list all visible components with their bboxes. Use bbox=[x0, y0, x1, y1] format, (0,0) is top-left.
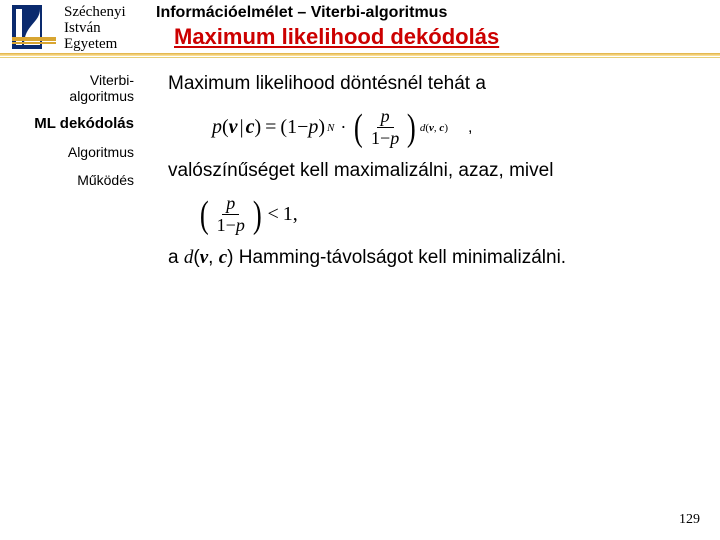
sidebar-item-label: Algoritmus bbox=[68, 144, 134, 160]
course-title: Információelmélet – Viterbi-algoritmus bbox=[156, 4, 720, 22]
p3-pre: a bbox=[168, 247, 184, 268]
f2-frac: p 1−p bbox=[213, 193, 249, 236]
header-rule bbox=[0, 53, 720, 56]
f1-dot: · bbox=[334, 117, 352, 138]
sidebar-item-mukodes[interactable]: Működés bbox=[0, 166, 150, 194]
p3-comma: , bbox=[208, 247, 219, 268]
f1-frac-den-p: p bbox=[390, 128, 399, 148]
f1-c: c bbox=[246, 116, 255, 139]
page-number: 129 bbox=[679, 512, 700, 528]
sidebar-item-label: algoritmus bbox=[69, 88, 134, 104]
f1-t1o: ( bbox=[280, 116, 287, 139]
paragraph-1: Maximum likelihood döntésnél tehát a bbox=[168, 72, 688, 96]
sidebar-item-label: Viterbi- bbox=[90, 72, 134, 88]
f1-frac: p 1−p bbox=[367, 106, 403, 149]
p3-d: d bbox=[184, 247, 194, 268]
p3-close: ) bbox=[227, 247, 233, 268]
university-name-line2: István bbox=[64, 20, 156, 36]
f2-den-pre: 1− bbox=[217, 215, 236, 235]
f1-expN: N bbox=[327, 122, 334, 134]
header: Széchenyi István Egyetem Információelmél… bbox=[0, 0, 720, 52]
sidebar-item-ml-dekodolas[interactable]: ML dekódolás bbox=[0, 110, 150, 138]
f1-v: v bbox=[229, 116, 238, 139]
university-name-line1: Széchenyi bbox=[64, 4, 156, 20]
sidebar-item-viterbi[interactable]: Viterbi- algoritmus bbox=[0, 66, 150, 110]
f1-exp2: d(v, c) bbox=[418, 122, 448, 134]
header-rule-thin bbox=[0, 57, 720, 58]
sidebar-item-label: Működés bbox=[77, 172, 134, 188]
main-content: Maximum likelihood döntésnél tehát a p (… bbox=[168, 72, 688, 280]
sidebar: Viterbi- algoritmus ML dekódolás Algorit… bbox=[0, 66, 150, 194]
university-name-line3: Egyetem bbox=[64, 36, 156, 52]
f1-t1p: p bbox=[308, 116, 318, 139]
university-name: Széchenyi István Egyetem bbox=[64, 0, 156, 52]
university-logo-icon bbox=[10, 3, 58, 51]
p3-c: c bbox=[219, 247, 227, 268]
f2-num: p bbox=[222, 193, 239, 215]
f1-p: p bbox=[212, 116, 222, 139]
p3-v: v bbox=[200, 247, 208, 268]
f1-t1c: ) bbox=[318, 116, 325, 139]
f1-frac-den-pre: 1− bbox=[371, 128, 390, 148]
f1-eq: = bbox=[261, 116, 280, 139]
formula-2: ( p 1−p ) < 1, bbox=[198, 193, 688, 236]
paragraph-2: valószínűséget kell maximalizálni, azaz,… bbox=[168, 159, 688, 183]
slide-title: Maximum likelihood dekódolás bbox=[174, 24, 720, 50]
f1-comma: , bbox=[468, 119, 472, 137]
sidebar-item-algoritmus[interactable]: Algoritmus bbox=[0, 138, 150, 166]
f2-one: 1, bbox=[283, 203, 298, 226]
sidebar-item-label: ML dekódolás bbox=[34, 115, 134, 132]
f2-den-p: p bbox=[236, 215, 245, 235]
f1-t1pre: 1− bbox=[287, 116, 308, 139]
f1-frac-num: p bbox=[377, 106, 394, 128]
paragraph-3: a d(v, c) Hamming-távolságot kell minima… bbox=[168, 246, 688, 270]
f2-lt: < bbox=[263, 203, 282, 226]
p3-post: Hamming-távolságot kell minimalizálni. bbox=[239, 247, 566, 268]
f1-bar: | bbox=[238, 116, 246, 139]
formula-1: p ( v | c ) = ( 1− p ) N · ( p 1−p ) d(v… bbox=[212, 106, 688, 149]
